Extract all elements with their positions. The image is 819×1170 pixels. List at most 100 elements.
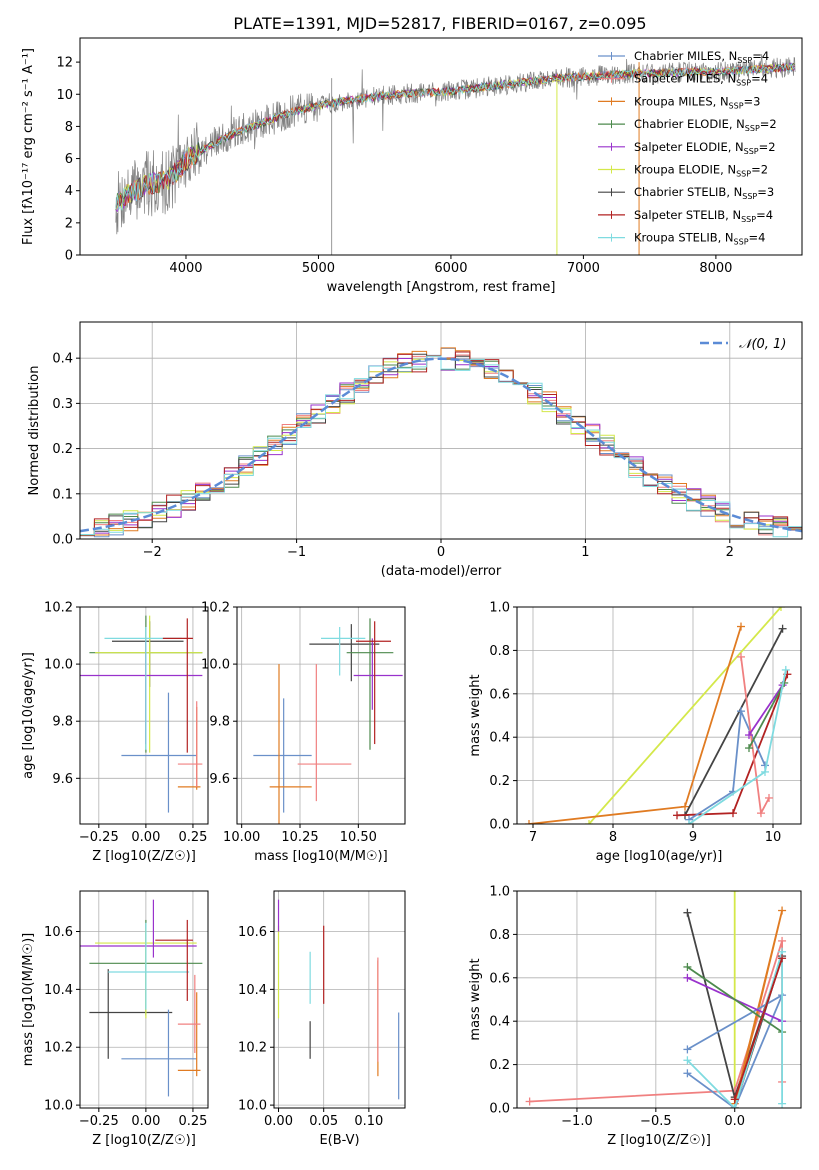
weight-marker — [683, 962, 692, 971]
weight-marker — [681, 802, 689, 811]
mass-weight-vs-metallicity-panel: −1.0 −0.5 0.0 0.0 0.2 0.4 0.6 0.8 1.0 Z [log10(Z/… — [468, 885, 802, 1148]
weight-series-line — [733, 958, 783, 1100]
weight-marker — [778, 906, 787, 915]
x-tick-label: 0.25 — [178, 830, 207, 845]
x-tick-label: 7 — [529, 830, 537, 845]
y-tick-label: 0.6 — [489, 687, 510, 702]
y-tick-label: 0.4 — [52, 352, 73, 367]
weight-marker — [683, 908, 692, 917]
weight-marker — [729, 809, 737, 818]
spectrum-model-line — [115, 63, 795, 210]
age-vs-mass-panel: 10.00 10.25 10.50 9.6 9.8 10.0 10.2 mass [log10… — [201, 601, 406, 864]
y-tick-label: 1.0 — [489, 885, 510, 900]
normal-curve — [80, 357, 802, 533]
legend-label: Salpeter ELODIE, NSSP=2 — [634, 140, 776, 156]
errorbar-point — [108, 922, 190, 1010]
errorbar-point — [112, 621, 184, 687]
errorbar-point — [346, 618, 394, 750]
y-axis-label: mass weight — [468, 958, 483, 1040]
x-tick-label: 9 — [689, 830, 697, 845]
plot-area — [80, 347, 802, 538]
y-tick-label: 10.2 — [238, 1041, 267, 1056]
weight-marker — [685, 820, 693, 824]
legend-label: Salpeter MILES, NSSP=4 — [634, 72, 768, 88]
x-axis-label: mass [log10(M/M☉)] — [254, 849, 387, 864]
weight-marker — [683, 973, 692, 982]
weight-marker — [730, 891, 739, 895]
x-axis-label: age [log10(age/yr)] — [596, 849, 723, 864]
weight-series-line — [748, 682, 785, 749]
axes-frame — [516, 606, 802, 825]
y-tick-label: 4 — [65, 184, 73, 199]
x-tick-label: 0 — [437, 545, 445, 560]
weight-marker — [585, 820, 593, 824]
y-tick-label: 0.0 — [52, 533, 73, 548]
y-tick-label: 10.0 — [44, 658, 73, 673]
weight-series-line — [528, 626, 742, 824]
y-tick-label: 9.6 — [209, 772, 230, 787]
errorbar-point — [297, 664, 352, 802]
age-vs-metallicity-panel: −0.25 0.00 0.25 9.6 9.8 10.0 10.2 Z [log10(Z/Z☉… — [21, 601, 209, 864]
weight-marker — [737, 652, 745, 661]
x-tick-label: 6000 — [434, 261, 467, 276]
x-tick-label: 0.00 — [131, 830, 160, 845]
plot-area — [80, 615, 203, 813]
plot-area — [525, 891, 787, 1108]
axes-frame — [273, 890, 406, 1109]
weight-series-line — [684, 628, 784, 816]
y-axis-label: mass [log10(M/M☉)] — [21, 933, 36, 1066]
legend-count: =3 — [757, 185, 774, 199]
legend-subscript: SSP — [745, 124, 760, 133]
x-tick-label: 8000 — [699, 261, 732, 276]
plot-area — [115, 54, 796, 255]
legend-label: 𝒩(0, 1) — [739, 337, 786, 352]
y-axis-label: Flux [fλ10⁻¹⁷ erg cm⁻² s⁻¹ A⁻¹] — [21, 48, 36, 245]
plot-area — [80, 899, 203, 1097]
weight-marker — [730, 1095, 739, 1104]
x-tick-label: 0.0 — [724, 1114, 745, 1129]
axes-frame — [79, 606, 209, 825]
y-tick-label: 0.8 — [489, 644, 510, 659]
y-tick-label: 0.2 — [489, 1058, 510, 1073]
x-axis-label: wavelength [Angstrom, rest frame] — [327, 280, 556, 295]
errorbar-point — [269, 664, 312, 824]
y-tick-label: 6 — [65, 152, 73, 167]
y-tick-label: 0 — [65, 249, 73, 264]
histogram-step — [80, 347, 802, 536]
y-tick-label: 0.2 — [52, 442, 73, 457]
axes-frame — [79, 890, 209, 1109]
legend-subscript: SSP — [734, 238, 749, 247]
y-tick-label: 10.6 — [44, 925, 73, 940]
y-axis-label: Normed distribution — [27, 366, 42, 496]
weight-marker — [683, 1056, 692, 1065]
axes-frame — [236, 606, 406, 825]
legend-count: =4 — [751, 72, 768, 86]
weight-marker — [765, 793, 773, 802]
legend-count: =2 — [760, 117, 777, 131]
weight-marker — [683, 1045, 692, 1054]
histogram-legend: 𝒩(0, 1) — [700, 337, 786, 352]
y-tick-label: 0.4 — [489, 1015, 510, 1030]
plot-area — [525, 607, 792, 824]
legend-subscript: SSP — [741, 215, 756, 224]
y-tick-label: 0.0 — [489, 818, 510, 833]
axes-frame — [79, 37, 803, 256]
x-axis-label: (data-model)/error — [381, 564, 502, 579]
errorbar-point — [321, 626, 366, 676]
errorbar-point — [80, 899, 197, 958]
spectrum-model-line — [115, 63, 795, 211]
legend-count: =4 — [756, 208, 773, 222]
legend-label: Kroupa MILES, NSSP=3 — [634, 94, 760, 110]
weight-marker — [673, 811, 681, 820]
legend-subscript: SSP — [736, 79, 751, 88]
y-tick-label: 0.6 — [489, 971, 510, 986]
y-tick-label: 1.0 — [489, 601, 510, 616]
axes-frame — [516, 890, 802, 1109]
figure-title: PLATE=1391, MJD=52817, FIBERID=0167, z=0… — [233, 14, 646, 33]
plot-area — [253, 618, 403, 824]
weight-series-line — [688, 707, 766, 821]
errorbar-point — [155, 919, 193, 1001]
weight-marker — [778, 954, 787, 963]
legend-subscript: SSP — [742, 192, 757, 201]
legend-label: Salpeter STELIB, NSSP=4 — [634, 208, 773, 224]
